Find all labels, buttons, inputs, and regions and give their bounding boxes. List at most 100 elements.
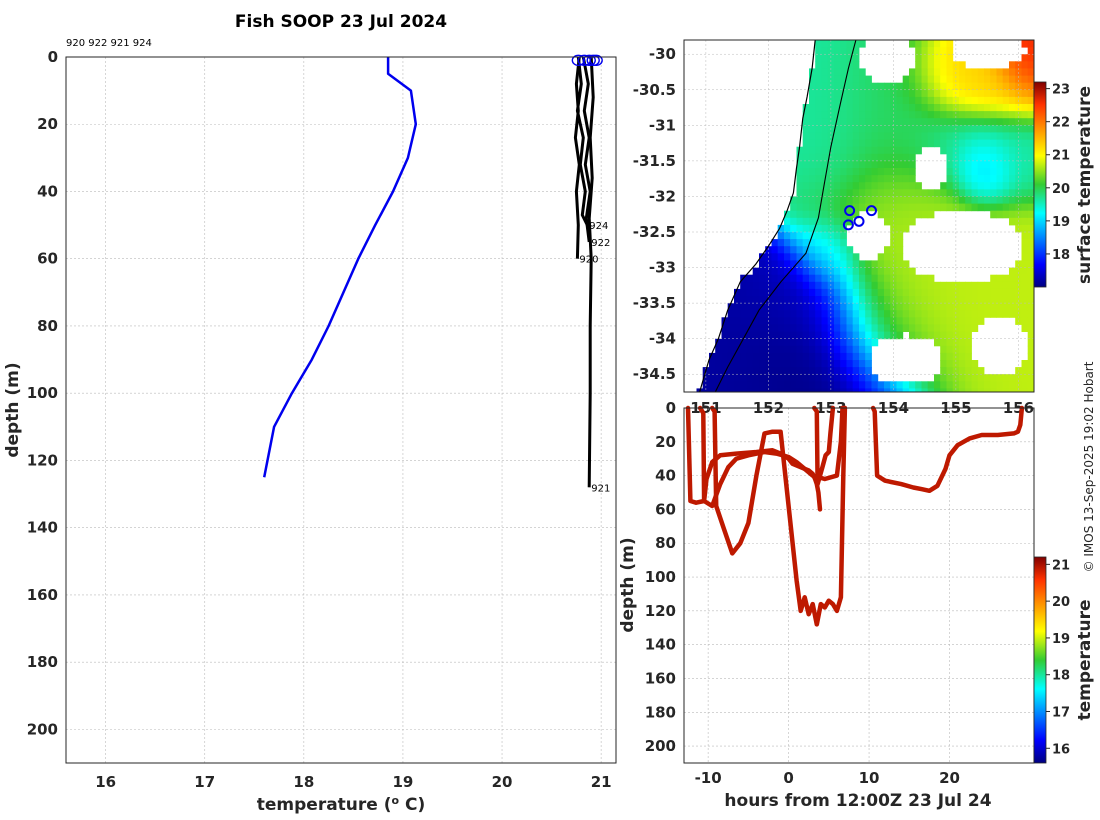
profile-y-tick-label: 80 (37, 317, 58, 335)
map-sst-cell (852, 374, 860, 382)
map-sst-cell (840, 374, 847, 382)
map-sst-cell (909, 203, 916, 212)
map-sst-cell (940, 288, 947, 297)
map-sst-cell (1027, 203, 1034, 212)
map-sst-cell (877, 310, 885, 318)
map-sst-cell (852, 324, 860, 332)
map-sst-cell (1027, 374, 1034, 382)
map-sst-cell (896, 381, 904, 389)
map-sst-cell (821, 168, 829, 176)
map-sst-cell (765, 274, 772, 283)
map-sst-cell (827, 296, 835, 304)
map-sst-cell (815, 139, 822, 148)
map-sst-cell (871, 281, 879, 290)
map-sst-cell (821, 281, 829, 290)
map-sst-cell (715, 374, 722, 382)
map-sst-cell (965, 182, 972, 190)
map-sst-cell (852, 345, 860, 354)
map-sst-cell (1027, 274, 1034, 283)
map-sst-cell (721, 338, 729, 347)
map-sst-cell (921, 324, 929, 332)
map-sst-cell (777, 331, 785, 340)
map-sst-cell (971, 374, 979, 382)
map-sst-cell (896, 217, 904, 226)
map-sst-cell (959, 324, 966, 332)
map-sst-cell (821, 160, 829, 169)
section-tow-line (697, 405, 848, 509)
map-sst-cell (934, 54, 941, 62)
map-sst-cell (909, 288, 916, 297)
map-sst-cell (852, 360, 860, 368)
map-sst-cell (859, 288, 866, 297)
map-sst-cell (771, 367, 779, 375)
map-sst-cell (846, 367, 854, 375)
map-sst-cell (852, 388, 860, 392)
map-sst-cell (971, 104, 979, 112)
map-sst-cell (815, 47, 822, 55)
map-sst-cell (884, 160, 891, 169)
map-sst-cell (840, 296, 847, 304)
map-sst-cell (759, 381, 766, 389)
map-sst-cell (921, 296, 929, 304)
profile-x-tick-label: 21 (591, 773, 612, 791)
map-sst-cell (834, 324, 841, 332)
map-sst-cell (859, 168, 866, 176)
map-sst-cell (1027, 104, 1034, 112)
map-sst-cell (815, 68, 822, 76)
map-sst-cell (802, 324, 810, 332)
map-sst-cell (834, 175, 841, 183)
map-sst-cell (796, 274, 804, 283)
map-sst-cell (846, 96, 854, 105)
map-sst-cell (834, 189, 841, 197)
map-sst-cell (984, 168, 991, 176)
map-sst-cell (727, 303, 735, 311)
map-sst-cell (840, 118, 847, 126)
map-sst-cell (909, 324, 916, 332)
map-sst-cell (921, 118, 929, 126)
map-sst-cell (865, 160, 872, 169)
map-sst-cell (784, 331, 791, 340)
map-sst-cell (865, 125, 872, 133)
map-sst-cell (902, 274, 910, 283)
map-sst-cell (846, 324, 854, 332)
map-sst-cell (802, 182, 810, 190)
map-sst-cell (965, 367, 972, 375)
map-sst-cell (815, 296, 822, 304)
map-sst-cell (977, 111, 985, 119)
map-sst-cell (834, 345, 841, 354)
map-sst-cell (865, 168, 872, 176)
map-sst-cell (1027, 338, 1034, 347)
map-sst-cell (909, 146, 916, 155)
map-sst-cell (846, 260, 854, 268)
map-sst-cell (771, 381, 779, 389)
map-sst-cell (840, 303, 847, 311)
map-sst-cell (840, 40, 847, 48)
map-sst-cell (865, 175, 872, 183)
map-sst-cell (746, 367, 754, 375)
map-sst-cell (896, 82, 904, 91)
map-sst-cell (802, 296, 810, 304)
map-sst-cell (809, 146, 816, 155)
map-sst-cell (834, 303, 841, 311)
map-sst-cell (977, 175, 985, 183)
map-sst-cell (771, 324, 779, 332)
map-sst-cell (784, 310, 791, 318)
map-sst-cell (809, 75, 816, 84)
map-sst-cell (802, 168, 810, 176)
map-sst-cell (727, 324, 735, 332)
map-sst-cell (746, 388, 754, 392)
map-sst-cell (846, 75, 854, 84)
map-sst-cell (777, 388, 785, 392)
map-sst-cell (915, 317, 922, 325)
map-sst-cell (909, 281, 916, 290)
section-y-tick-label: 60 (655, 500, 676, 518)
map-sst-cell (790, 388, 797, 392)
map-sst-cell (996, 104, 1004, 112)
map-sst-cell (852, 139, 860, 148)
map-sst-cell (752, 338, 760, 347)
map-sst-cell (809, 374, 816, 382)
section-colorbar (1033, 556, 1047, 764)
map-sst-cell (959, 139, 966, 148)
map-sst-cell (796, 146, 804, 155)
